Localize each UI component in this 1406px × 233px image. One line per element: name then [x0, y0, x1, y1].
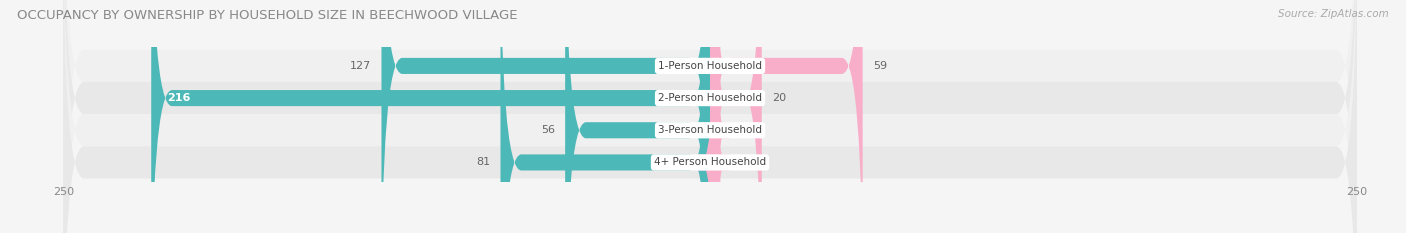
Text: 81: 81 — [477, 158, 491, 168]
FancyBboxPatch shape — [152, 0, 710, 233]
Text: 4+ Person Household: 4+ Person Household — [654, 158, 766, 168]
FancyBboxPatch shape — [697, 0, 731, 233]
Text: 4: 4 — [731, 125, 738, 135]
Text: 20: 20 — [772, 93, 786, 103]
FancyBboxPatch shape — [501, 0, 710, 233]
FancyBboxPatch shape — [63, 0, 1357, 233]
Text: OCCUPANCY BY OWNERSHIP BY HOUSEHOLD SIZE IN BEECHWOOD VILLAGE: OCCUPANCY BY OWNERSHIP BY HOUSEHOLD SIZE… — [17, 9, 517, 22]
FancyBboxPatch shape — [710, 0, 863, 233]
Text: 59: 59 — [873, 61, 887, 71]
Text: 1-Person Household: 1-Person Household — [658, 61, 762, 71]
Text: 127: 127 — [350, 61, 371, 71]
FancyBboxPatch shape — [63, 0, 1357, 233]
Text: Source: ZipAtlas.com: Source: ZipAtlas.com — [1278, 9, 1389, 19]
FancyBboxPatch shape — [710, 0, 762, 233]
FancyBboxPatch shape — [381, 0, 710, 233]
Text: 56: 56 — [541, 125, 555, 135]
Text: 3: 3 — [728, 158, 735, 168]
FancyBboxPatch shape — [63, 0, 1357, 233]
Text: 2-Person Household: 2-Person Household — [658, 93, 762, 103]
Text: 216: 216 — [167, 93, 190, 103]
Text: 3-Person Household: 3-Person Household — [658, 125, 762, 135]
FancyBboxPatch shape — [63, 0, 1357, 233]
FancyBboxPatch shape — [700, 0, 731, 233]
FancyBboxPatch shape — [565, 0, 710, 233]
